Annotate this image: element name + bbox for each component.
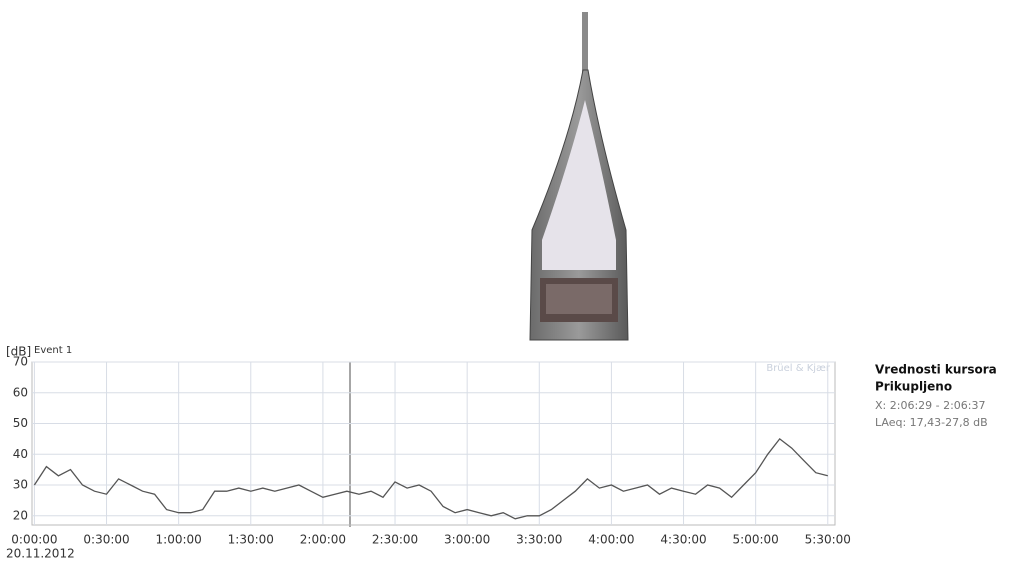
y-tick-label: 50: [13, 416, 28, 430]
y-axis-label: [dB]: [6, 345, 31, 359]
x-tick-label: 3:30:00: [516, 533, 562, 547]
x-tick-label: 1:30:00: [228, 533, 274, 547]
x-tick-label: 4:00:00: [588, 533, 634, 547]
panel-subtitle: Prikupljeno: [875, 380, 952, 394]
data-line: [33, 437, 828, 520]
x-tick-label: 5:30:00: [805, 533, 851, 547]
x-tick-label: 3:00:00: [444, 533, 490, 547]
x-tick-label: 2:00:00: [300, 533, 346, 547]
panel-laeq: LAeq: 17,43-27,8 dB: [875, 416, 988, 429]
y-tick-label: 70: [13, 355, 28, 369]
y-tick-label: 40: [13, 447, 28, 461]
panel-x-range: X: 2:06:29 - 2:06:37: [875, 399, 986, 412]
sound-level-meter: [529, 12, 629, 341]
x-tick-label: 0:30:00: [83, 533, 129, 547]
x-tick-label: 0:00:00: [11, 533, 57, 547]
y-tick-label: 60: [13, 385, 28, 399]
plot-frame: [31, 361, 836, 526]
x-tick-label: 5:00:00: [733, 533, 779, 547]
x-tick-label: 2:30:00: [372, 533, 418, 547]
chart-title: Event 1: [34, 345, 72, 356]
x-tick-label: 4:30:00: [660, 533, 706, 547]
brand: Brüel & Kjær: [766, 363, 831, 374]
panel-title: Vrednosti kursora: [875, 363, 997, 377]
y-tick-label: 30: [13, 478, 28, 492]
date-label: 20.11.2012: [6, 547, 75, 561]
y-tick-label: 20: [13, 508, 28, 522]
x-tick-label: 1:00:00: [156, 533, 202, 547]
